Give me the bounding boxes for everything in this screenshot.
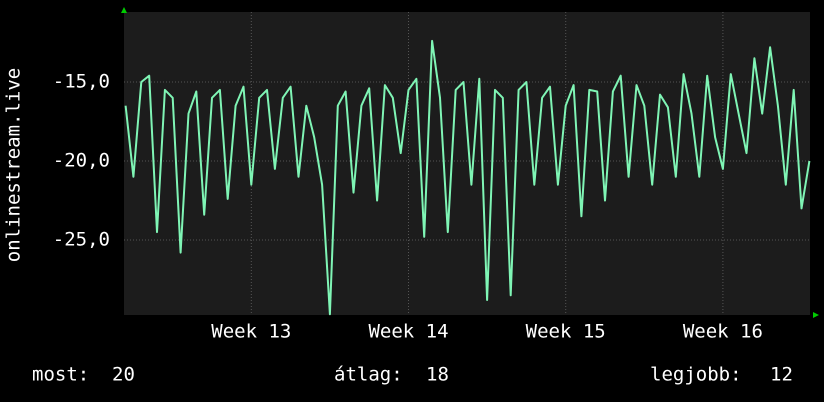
footer-value: 20	[112, 364, 135, 386]
footer-value: 18	[426, 364, 449, 386]
footer: most: 20 átlag: 18 legjobb: 12	[32, 364, 793, 386]
footer-value: 12	[770, 364, 793, 386]
x-tick-label: Week 14	[368, 321, 448, 343]
footer-label: legjobb:	[650, 364, 742, 386]
footer-label: most:	[32, 364, 89, 386]
y-tick-label: -25,0	[53, 228, 110, 250]
y-axis-label: onlinestream.live	[3, 68, 25, 262]
x-arrow	[813, 312, 819, 318]
y-arrow	[121, 7, 127, 13]
data-line	[124, 39, 811, 316]
footer-label: átlag:	[334, 364, 403, 386]
x-tick-label: Week 13	[211, 321, 291, 343]
y-tick-label: -20,0	[53, 149, 110, 171]
x-tick-label: Week 16	[683, 321, 763, 343]
plot-area	[124, 12, 810, 315]
x-tick-label: Week 15	[526, 321, 606, 343]
y-tick-label: -15,0	[53, 70, 110, 92]
